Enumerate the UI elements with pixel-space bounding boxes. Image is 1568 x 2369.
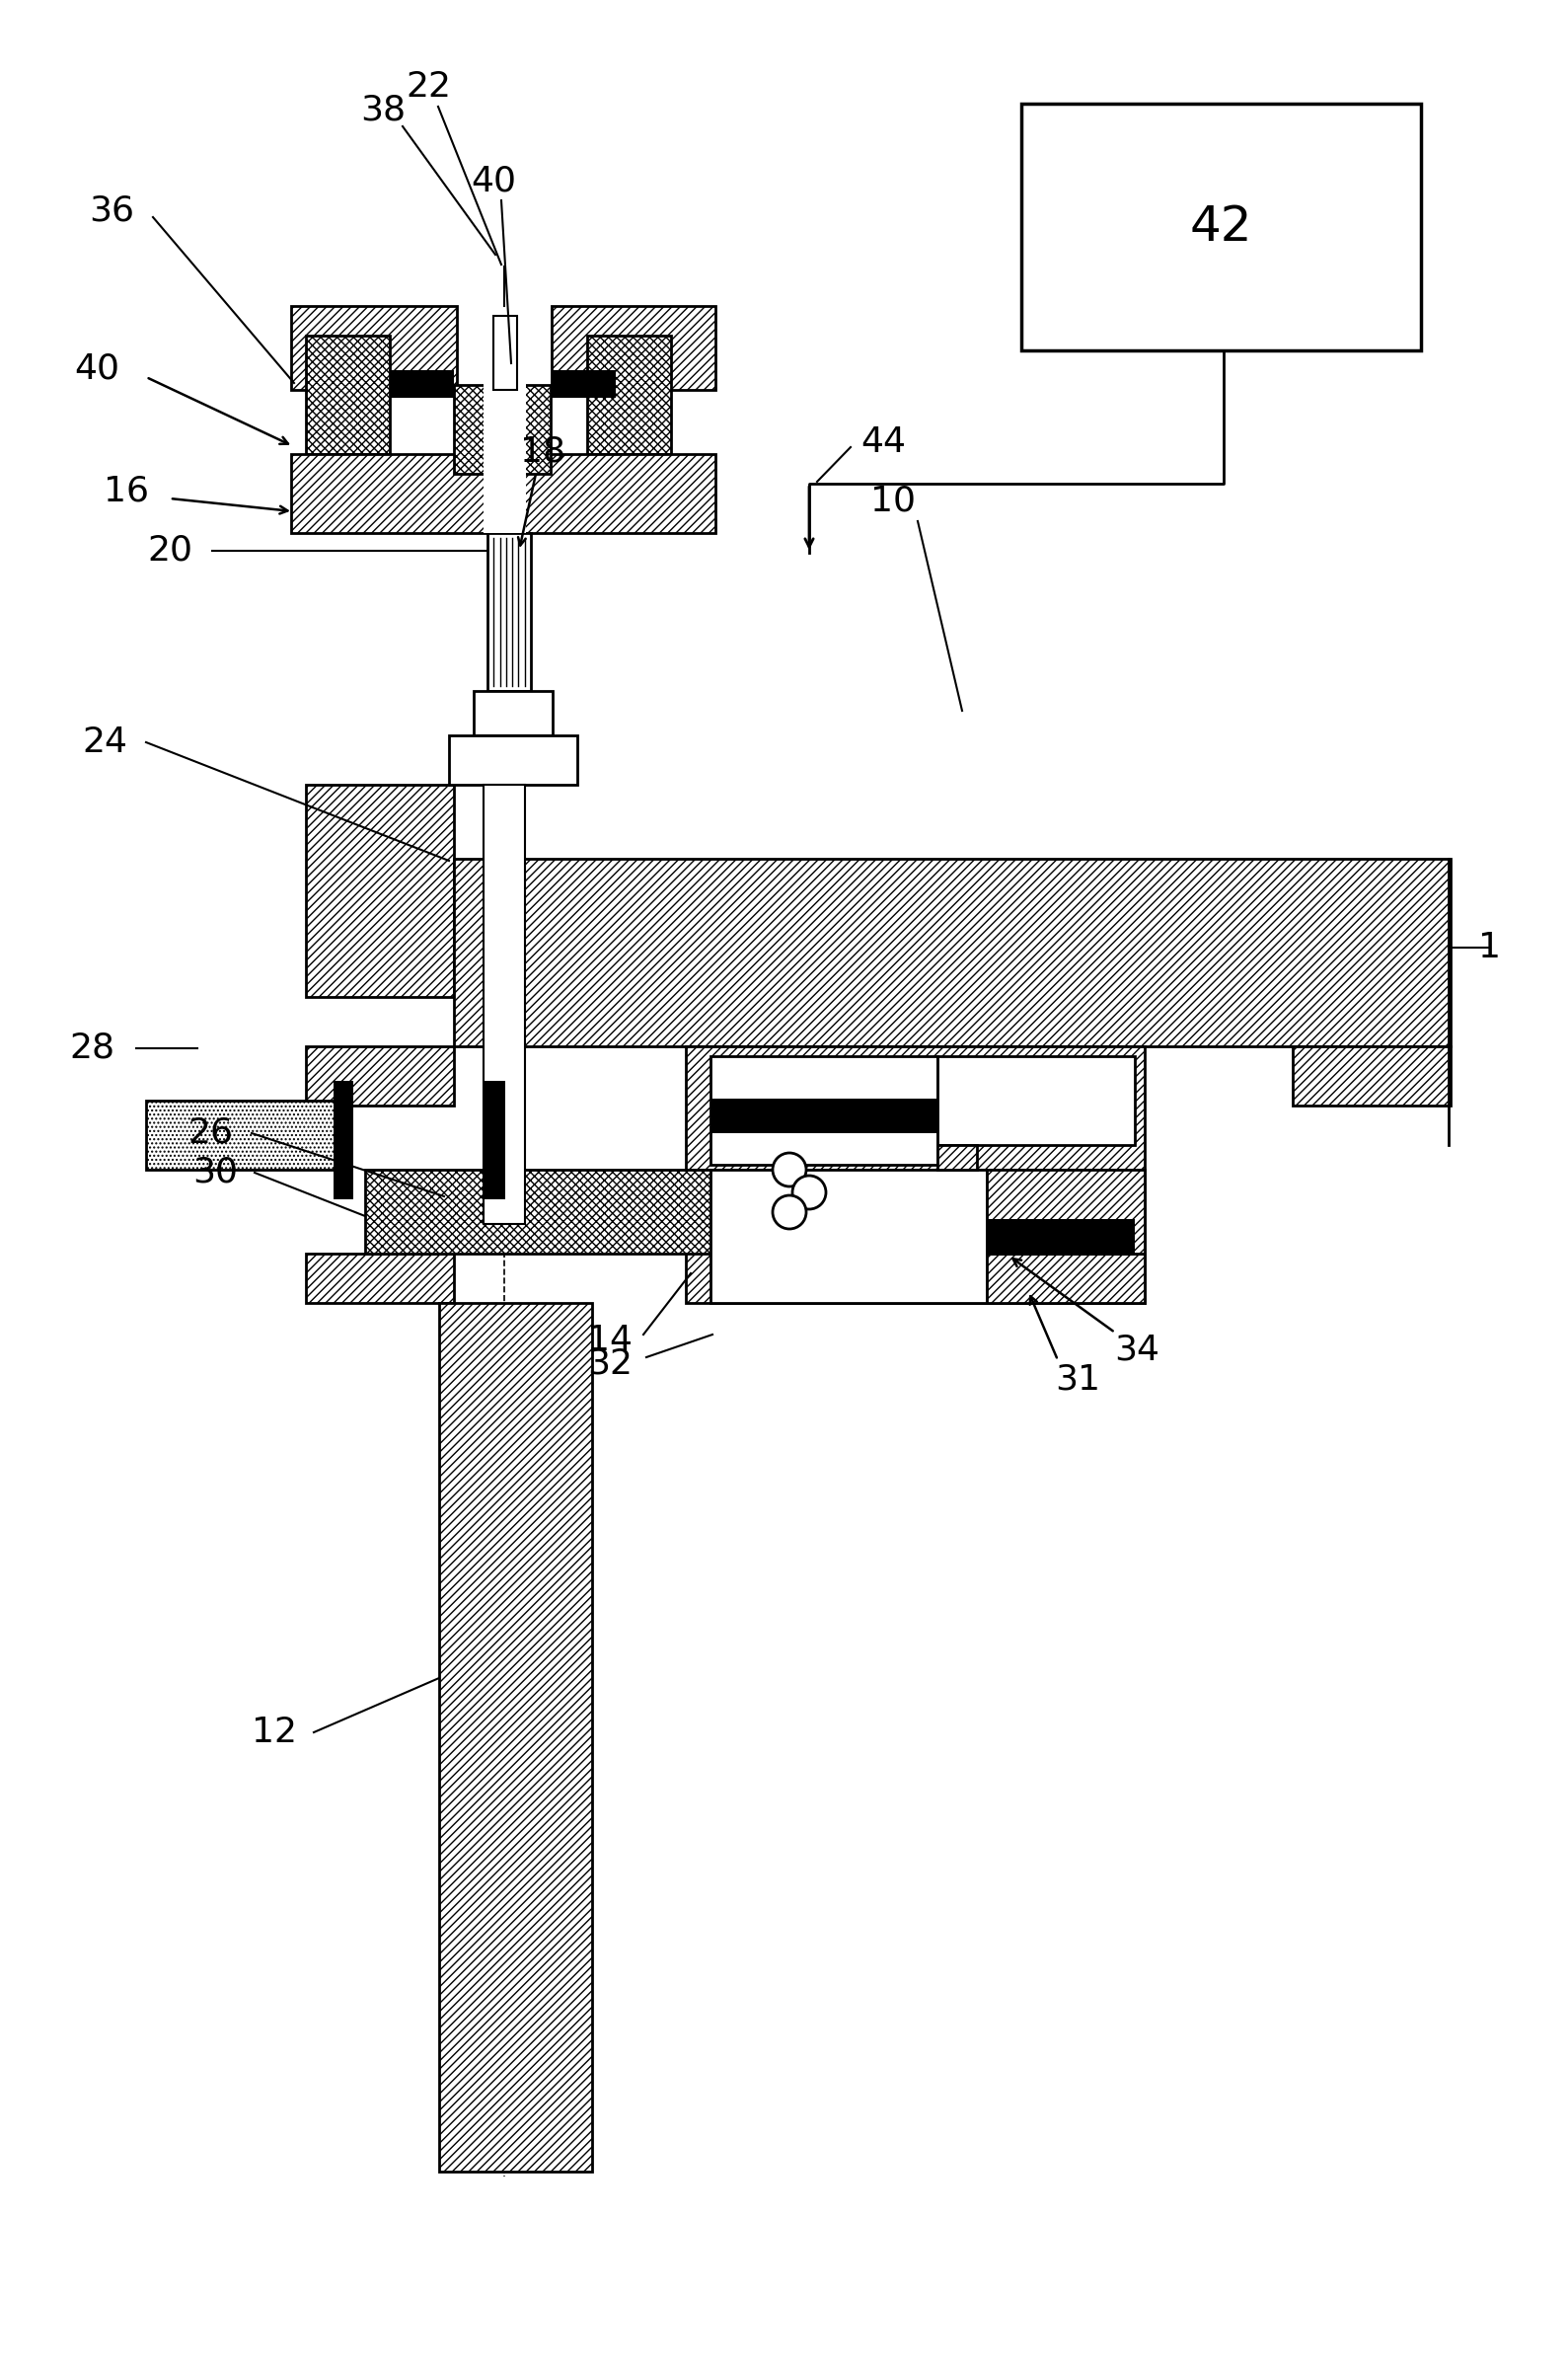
Text: 26: 26	[188, 1116, 234, 1149]
Circle shape	[773, 1196, 806, 1230]
Text: 34: 34	[1115, 1334, 1159, 1367]
Text: 38: 38	[361, 95, 406, 128]
Bar	[710, 1057, 938, 1166]
Text: 1: 1	[1479, 931, 1502, 964]
Bar	[938, 1057, 1135, 1144]
Bar	[306, 784, 453, 997]
Bar	[292, 306, 456, 391]
Bar	[453, 858, 1450, 1047]
Text: 10: 10	[870, 486, 916, 519]
Bar	[586, 336, 671, 455]
Bar	[448, 734, 577, 784]
Text: 31: 31	[1055, 1362, 1101, 1398]
Bar	[474, 692, 552, 734]
Text: 28: 28	[69, 1031, 114, 1066]
Text: 40: 40	[74, 351, 119, 384]
Bar	[306, 336, 390, 455]
Bar	[483, 1080, 505, 1199]
Bar	[938, 1144, 977, 1170]
Bar	[1292, 1047, 1450, 1106]
Text: 12: 12	[251, 1715, 296, 1748]
Bar	[552, 306, 715, 391]
Text: 24: 24	[82, 725, 127, 758]
Bar	[685, 1047, 1145, 1170]
Bar	[453, 384, 550, 474]
Bar	[552, 370, 616, 398]
Text: 18: 18	[521, 436, 566, 469]
Text: 22: 22	[406, 71, 452, 104]
Text: 44: 44	[861, 426, 906, 460]
Bar	[146, 1102, 336, 1170]
Text: 36: 36	[89, 194, 135, 227]
Bar	[292, 455, 715, 533]
Bar	[483, 784, 525, 1225]
Bar	[710, 1170, 986, 1303]
Bar	[494, 315, 517, 391]
Bar	[306, 1047, 453, 1106]
Bar	[685, 1170, 1145, 1303]
Bar	[488, 533, 532, 692]
Bar	[986, 1170, 1145, 1253]
Text: 30: 30	[193, 1156, 238, 1189]
Text: 14: 14	[586, 1324, 632, 1357]
Text: 16: 16	[103, 474, 149, 509]
Text: 40: 40	[470, 163, 516, 197]
Bar	[986, 1220, 1135, 1253]
Bar	[986, 1253, 1145, 1303]
Bar	[334, 1080, 353, 1199]
Bar	[710, 1099, 938, 1132]
Text: 20: 20	[147, 533, 193, 569]
Bar	[1021, 104, 1421, 351]
Text: 42: 42	[1190, 204, 1253, 251]
Bar	[483, 306, 525, 533]
Text: 32: 32	[586, 1348, 632, 1381]
Circle shape	[792, 1175, 826, 1208]
Bar	[365, 1170, 986, 1253]
Bar	[439, 1303, 593, 2172]
Bar	[306, 1253, 453, 1303]
Circle shape	[773, 1154, 806, 1187]
Bar	[390, 370, 453, 398]
